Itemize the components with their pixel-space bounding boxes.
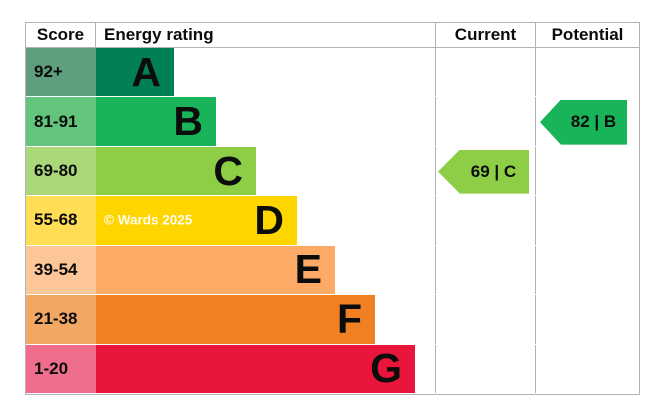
band-letter: E [294,246,322,293]
band-bar-e: E [96,245,335,295]
potential-arrow-label: 82 | B [570,112,617,132]
wards-watermark: © Wards 2025 [104,212,193,228]
band-letter: C [213,147,243,194]
band-score-range: 81-91 [26,97,96,146]
potential-arrow: 82 | B [540,99,627,145]
band-bar-a: A [96,48,174,97]
header-energy-rating: Energy rating [96,23,436,47]
band-score-range: 69-80 [26,146,96,196]
band-bar-f: F [96,295,375,344]
header-row: Score Energy rating Current Potential [26,23,639,48]
band-row-b: 81-91 B [26,97,639,147]
band-row-d: 55-68 © Wards 2025 D [26,196,639,246]
epc-table: Score Energy rating Current Potential 92… [25,22,640,395]
header-current: Current [436,23,536,47]
band-row-f: 21-38 F [26,295,639,345]
band-letter: F [336,295,362,342]
current-column-divider [435,48,436,394]
band-row-c: 69-80 C [26,146,639,197]
current-arrow-label: 69 | C [470,161,517,181]
band-score-range: 92+ [26,48,96,97]
band-score-range: 55-68 [26,196,96,245]
band-bar-d: © Wards 2025 D [96,196,297,245]
band-letter: D [254,196,284,243]
band-letter: G [370,345,402,392]
band-bar-b: B [96,97,216,146]
chart-body: 92+ A 81-91 B 69-80 C 55-68 © Wards 2025… [26,48,639,394]
band-letter: B [173,98,203,145]
header-potential: Potential [551,25,624,44]
current-arrow: 69 | C [438,149,529,194]
header-score: Score [26,23,96,47]
band-score-range: 39-54 [26,245,96,295]
potential-column-divider [535,48,536,394]
band-row-g: 1-20 G [26,344,639,394]
band-score-range: 21-38 [26,295,96,344]
band-bar-c: C [96,146,256,196]
band-score-range: 1-20 [26,344,96,393]
band-bar-g: G [96,344,415,393]
band-row-e: 39-54 E [26,245,639,296]
band-row-a: 92+ A [26,48,639,98]
band-letter: A [131,48,161,95]
